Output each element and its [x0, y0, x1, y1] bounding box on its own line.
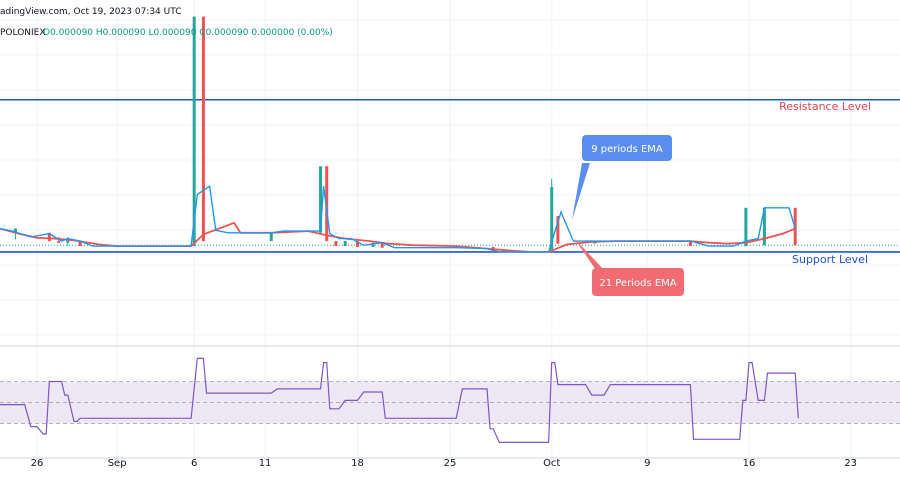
- x-tick-label: 6: [191, 458, 197, 469]
- ema9-line: [0, 184, 796, 253]
- ema9-callout-box: [582, 135, 672, 161]
- rsi-indicator-pane: [0, 357, 900, 443]
- candle-body: [13, 228, 17, 233]
- ema21-callout: 21 Periods EMA: [574, 238, 684, 296]
- candle-body: [66, 238, 70, 243]
- ema21-callout-box: [592, 268, 684, 296]
- candle-body: [688, 241, 692, 247]
- candle-body: [343, 241, 347, 247]
- x-tick-label: 23: [844, 458, 857, 469]
- ema-lines: [0, 184, 796, 253]
- chart-grid: [0, 0, 900, 460]
- ema21-line: [0, 221, 796, 253]
- candle-body: [319, 166, 323, 233]
- candle-body: [762, 207, 766, 246]
- candle-body: [371, 242, 375, 247]
- candle-body: [57, 241, 61, 243]
- x-tick-label: Sep: [108, 458, 127, 469]
- ema21-callout-label: 21 Periods EMA: [599, 278, 676, 289]
- candle-body: [201, 16, 205, 242]
- symbol-exchange: POLONIEX: [0, 28, 46, 38]
- candle-body: [269, 232, 273, 242]
- candle-body: [556, 216, 560, 244]
- candle-body: [192, 16, 196, 247]
- support-level-label: Support Level: [792, 253, 868, 266]
- ema9-callout-pointer: [572, 163, 590, 220]
- resistance-level-label: Resistance Level: [779, 100, 871, 113]
- candle-body: [334, 241, 338, 247]
- x-tick-label: Oct: [543, 458, 560, 469]
- ohlc-readout: O0.000090 H0.000090 L0.000090 C0.000090 …: [43, 28, 333, 38]
- x-tick-label: 9: [644, 458, 650, 469]
- ema9-callout: 9 periods EMA: [572, 135, 672, 220]
- candle-body: [78, 241, 82, 247]
- x-tick-label: 18: [351, 458, 364, 469]
- ema21-callout-pointer: [574, 238, 604, 270]
- x-tick-label: 11: [259, 458, 272, 469]
- rsi-line: [0, 357, 799, 443]
- ema9-callout-label: 9 periods EMA: [591, 144, 663, 155]
- candle-body: [47, 232, 51, 242]
- candle-body: [550, 187, 554, 252]
- x-axis: 26 Sep 6 11 18 25 Oct 9 16 23: [31, 458, 857, 469]
- candle-body: [744, 207, 748, 247]
- candle-body: [380, 242, 384, 248]
- candle-body: [356, 241, 360, 247]
- x-tick-label: 26: [31, 458, 44, 469]
- x-tick-label: 16: [743, 458, 756, 469]
- chart-source-title: adingView.com, Oct 19, 2023 07:34 UTC: [0, 7, 181, 17]
- candle-body: [325, 166, 329, 242]
- candlestick-series: [13, 16, 797, 252]
- x-tick-label: 25: [444, 458, 457, 469]
